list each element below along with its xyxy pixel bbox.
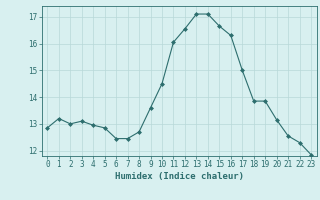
X-axis label: Humidex (Indice chaleur): Humidex (Indice chaleur) [115,172,244,181]
